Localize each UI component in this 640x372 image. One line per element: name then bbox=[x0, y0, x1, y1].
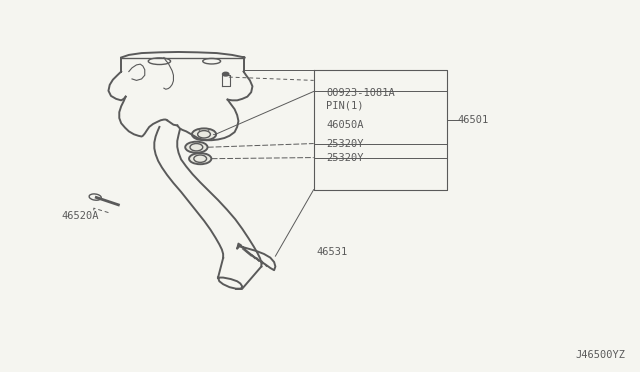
Text: 25320Y: 25320Y bbox=[326, 153, 364, 163]
Text: 46520A: 46520A bbox=[62, 211, 99, 221]
Text: 46050A: 46050A bbox=[326, 120, 364, 130]
Ellipse shape bbox=[189, 153, 211, 164]
Text: 46501: 46501 bbox=[457, 115, 488, 125]
Circle shape bbox=[223, 72, 229, 76]
Text: 46531: 46531 bbox=[317, 247, 348, 257]
Ellipse shape bbox=[192, 128, 216, 140]
Text: J46500YZ: J46500YZ bbox=[576, 350, 626, 359]
Text: 25320Y: 25320Y bbox=[326, 138, 364, 148]
Ellipse shape bbox=[185, 142, 207, 153]
Text: 00923-1081A
PIN(1): 00923-1081A PIN(1) bbox=[326, 89, 395, 110]
